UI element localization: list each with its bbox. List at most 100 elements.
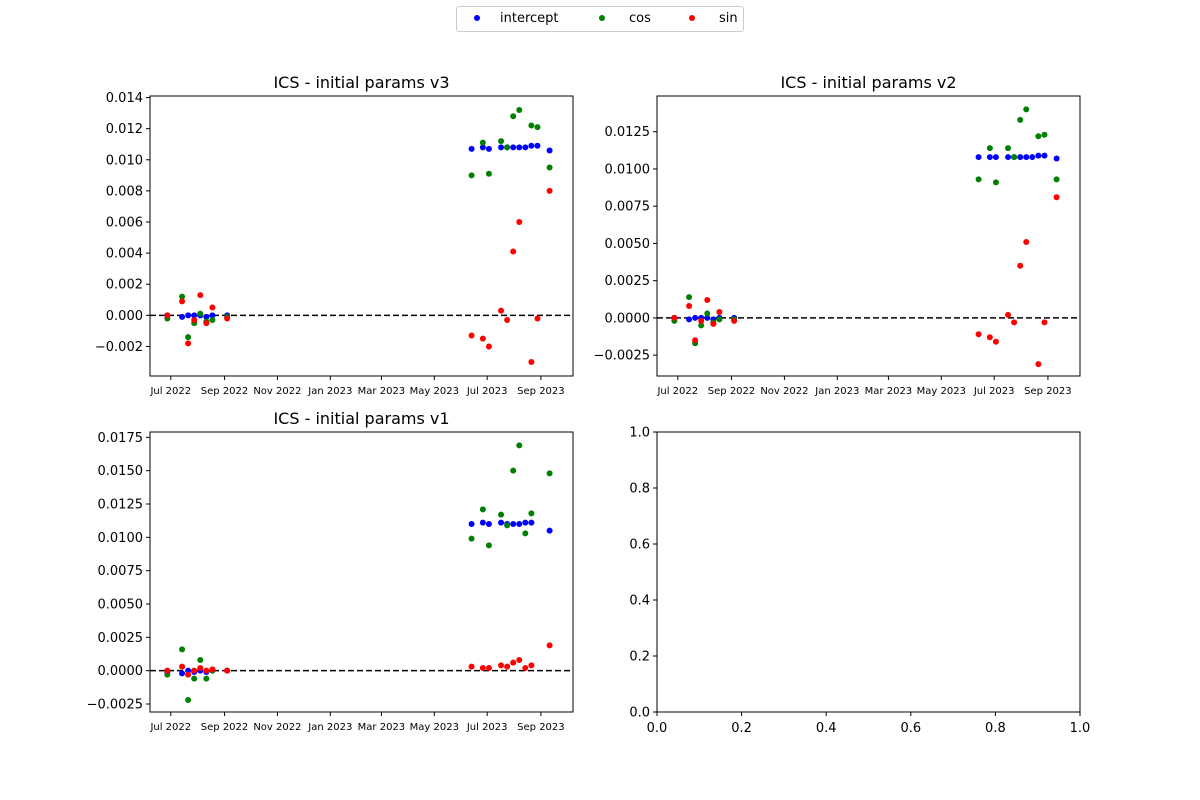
intercept-point — [191, 312, 198, 319]
sin-point — [485, 343, 492, 350]
y-tick-label: 0.0075 — [98, 564, 144, 579]
cos-point — [498, 511, 505, 518]
sin-point — [671, 314, 678, 321]
y-tick-label: 0.000 — [106, 309, 143, 324]
cos-point — [686, 294, 693, 301]
intercept-point — [975, 154, 982, 161]
chart-title: ICS - initial params v3 — [273, 73, 449, 92]
intercept-point — [498, 144, 505, 151]
intercept-point — [510, 521, 517, 527]
y-tick-label: 0.012 — [106, 122, 143, 137]
intercept-point — [522, 144, 529, 151]
intercept-point — [546, 147, 553, 154]
intercept-point — [546, 527, 553, 534]
sin-point — [191, 667, 198, 674]
y-tick-label: 0.0050 — [605, 237, 651, 252]
x-tick-label: Sep 2023 — [517, 386, 564, 397]
cos-point — [1017, 116, 1024, 123]
intercept-point — [179, 313, 186, 320]
sin-point — [731, 317, 738, 324]
y-tick-label: 0.010 — [106, 153, 143, 168]
legend-label-cos: cos — [629, 11, 651, 26]
intercept-point — [468, 145, 475, 152]
sin-point — [203, 667, 210, 674]
sin-point — [185, 671, 192, 678]
cos-point — [1005, 145, 1012, 152]
cos-point — [510, 113, 517, 120]
legend-marker-cos — [599, 15, 605, 21]
intercept-point — [992, 154, 999, 161]
sin-point — [185, 340, 192, 347]
x-tick-label: Jul 2023 — [466, 386, 508, 397]
intercept-point — [528, 519, 535, 526]
cos-point — [1023, 106, 1030, 113]
intercept-point — [534, 142, 541, 149]
x-tick-label: Nov 2022 — [760, 386, 808, 397]
cos-point — [468, 172, 475, 179]
intercept-point — [203, 313, 210, 320]
cos-point — [510, 467, 517, 474]
y-tick-label: 0.014 — [106, 91, 143, 106]
intercept-point — [1029, 154, 1036, 161]
sin-point — [516, 219, 523, 225]
cos-point — [191, 675, 198, 682]
intercept-point — [516, 144, 523, 151]
cos-point — [1011, 154, 1018, 161]
y-tick-label: 0.002 — [106, 278, 143, 293]
y-tick-label: 0.0000 — [605, 311, 651, 326]
cos-point — [185, 334, 192, 341]
x-tick-label: Jul 2023 — [466, 722, 508, 733]
cos-point — [546, 470, 553, 477]
x-tick-label: 1.0 — [1070, 721, 1091, 736]
sin-point — [197, 292, 204, 299]
legend-marker-sin — [689, 15, 695, 21]
sin-point — [698, 317, 705, 324]
intercept-point — [510, 144, 517, 151]
sin-point — [516, 657, 523, 663]
cos-point — [1053, 176, 1060, 183]
legend-label-sin: sin — [719, 11, 738, 26]
x-tick-label: Nov 2022 — [253, 386, 301, 397]
x-tick-label: Sep 2022 — [201, 722, 248, 733]
sin-point — [528, 662, 535, 669]
x-tick-label: Jan 2023 — [814, 386, 859, 397]
x-tick-label: 0.8 — [985, 721, 1006, 736]
cos-point — [975, 176, 982, 183]
cos-point — [504, 522, 511, 529]
sin-point — [209, 304, 216, 311]
y-tick-label: 0.8 — [629, 482, 650, 497]
intercept-point — [692, 314, 699, 321]
x-tick-label: May 2023 — [410, 722, 459, 733]
cos-point — [716, 316, 723, 323]
y-tick-label: 0.0025 — [98, 631, 144, 646]
y-tick-label: 0.0175 — [98, 431, 144, 446]
cos-point — [203, 675, 210, 682]
x-tick-label: Mar 2023 — [358, 722, 406, 733]
intercept-point — [179, 670, 186, 677]
cos-point — [528, 122, 535, 129]
sin-point — [546, 642, 553, 649]
sin-point — [716, 308, 723, 315]
sin-point — [504, 317, 511, 323]
sin-point — [479, 665, 486, 671]
sin-point — [510, 248, 517, 255]
cos-point — [504, 144, 511, 151]
legend: intercept cos sin — [456, 6, 744, 32]
x-tick-label: Jan 2023 — [307, 722, 352, 733]
cos-point — [179, 646, 186, 653]
cos-point — [209, 317, 216, 323]
sin-point — [1005, 311, 1012, 318]
x-tick-label: Jul 2022 — [149, 722, 191, 733]
cos-point — [516, 442, 523, 449]
sin-point — [1011, 319, 1018, 326]
sin-point — [197, 665, 204, 671]
sin-point — [164, 667, 171, 674]
cos-point — [534, 124, 541, 131]
x-tick-label: Jul 2022 — [149, 386, 191, 397]
sin-point — [498, 662, 505, 669]
sin-point — [992, 338, 999, 345]
axes-frame — [149, 95, 574, 377]
x-tick-label: 0.2 — [731, 721, 752, 736]
legend-label-intercept: intercept — [500, 11, 559, 26]
y-tick-label: 0.2 — [629, 650, 650, 665]
